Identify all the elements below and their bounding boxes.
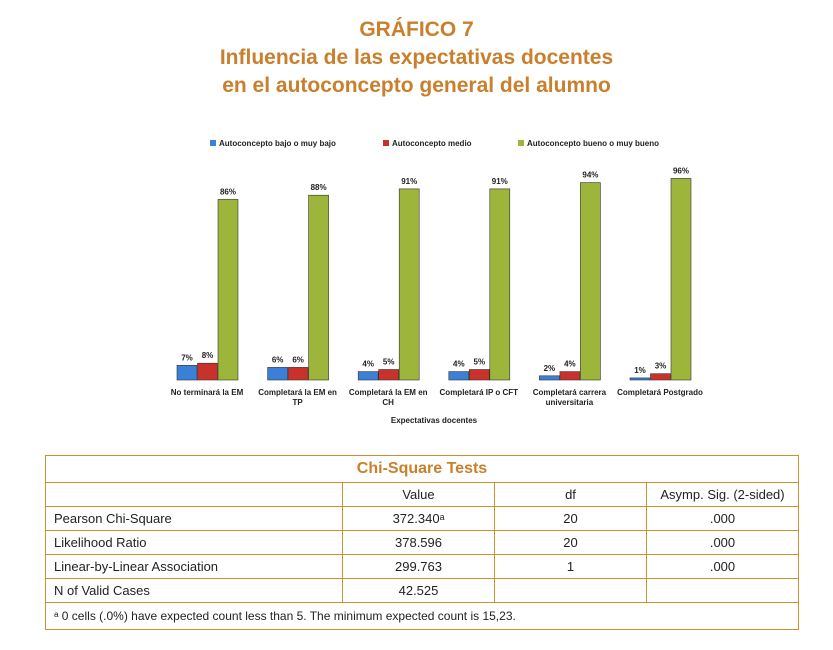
data-label: 7% bbox=[181, 353, 193, 362]
bar bbox=[559, 371, 581, 381]
table-title: Chi-Square Tests bbox=[45, 455, 799, 483]
x-tick-label: No terminará la EM bbox=[170, 388, 244, 397]
x-tick-label: Completará IP o CFT bbox=[439, 388, 519, 397]
row-label: Likelihood Ratio bbox=[45, 530, 343, 555]
bar bbox=[468, 369, 490, 381]
chart-title: en el autoconcepto general del alumno bbox=[222, 74, 611, 97]
bar bbox=[176, 364, 198, 381]
data-label: 3% bbox=[655, 362, 667, 371]
footnote: ᵃ 0 cells (.0%) have expected count less… bbox=[45, 602, 799, 630]
bar bbox=[197, 362, 218, 381]
cell: 20 bbox=[494, 530, 647, 555]
cell: .000 bbox=[646, 554, 799, 579]
chart-label: GRÁFICO 7 bbox=[359, 18, 474, 41]
row-label: N of Valid Cases bbox=[45, 578, 343, 603]
data-label: 6% bbox=[272, 355, 284, 364]
data-label: 6% bbox=[292, 355, 304, 364]
x-axis-label: Expectativas docentes bbox=[391, 416, 478, 425]
bar bbox=[217, 199, 239, 381]
cell: .000 bbox=[646, 530, 799, 555]
cell: 20 bbox=[494, 506, 647, 531]
data-label: 88% bbox=[311, 183, 327, 192]
data-label: 94% bbox=[582, 171, 598, 180]
row-label: Linear-by-Linear Association bbox=[45, 554, 343, 579]
bar bbox=[287, 367, 309, 381]
bar bbox=[580, 182, 601, 381]
data-label: 2% bbox=[544, 364, 556, 373]
legend-label: Autoconcepto bajo o muy bajo bbox=[219, 139, 336, 148]
cell: .000 bbox=[646, 506, 799, 531]
chi-square-table: Chi-Square Tests Value df Asymp. Sig. (2… bbox=[45, 455, 799, 630]
bar bbox=[267, 367, 288, 381]
bar bbox=[398, 188, 420, 381]
bar bbox=[629, 377, 651, 381]
x-tick-label: Completará carrera universitaria bbox=[532, 388, 607, 407]
legend-swatch bbox=[210, 140, 216, 146]
x-tick-label: Completará la EM en TP bbox=[258, 388, 337, 407]
chart-title: Influencia de las expectativas docentes bbox=[219, 46, 614, 69]
bar bbox=[308, 194, 329, 381]
data-label: 1% bbox=[634, 366, 646, 375]
chart: Autoconcepto bajo o muy bajo Autoconcepto… bbox=[176, 139, 692, 425]
legend-label: Autoconcepto medio bbox=[392, 139, 472, 148]
cell: 42.525 bbox=[342, 578, 495, 603]
data-label: 5% bbox=[383, 358, 395, 367]
legend-label: Autoconcepto bueno o muy bueno bbox=[527, 139, 659, 148]
cell bbox=[646, 578, 799, 603]
data-label: 91% bbox=[492, 177, 508, 186]
bar bbox=[378, 369, 400, 381]
data-label: 5% bbox=[474, 358, 486, 367]
cell bbox=[45, 482, 343, 507]
data-label: 4% bbox=[362, 360, 374, 369]
data-label: 91% bbox=[401, 177, 417, 186]
x-tick-label: Completará la EM en CH bbox=[348, 388, 428, 407]
header-cell: Asymp. Sig. (2-sided) bbox=[646, 482, 799, 507]
header-cell: df bbox=[494, 482, 647, 507]
data-label: 4% bbox=[564, 360, 576, 369]
x-tick-label: Completará Postgrado bbox=[617, 388, 703, 397]
cell: 378.596 bbox=[342, 530, 495, 555]
legend-swatch bbox=[383, 140, 389, 146]
data-label: 86% bbox=[220, 187, 236, 196]
cell: 299.763 bbox=[342, 554, 495, 579]
header-cell: Value bbox=[342, 482, 495, 507]
data-label: 4% bbox=[453, 360, 465, 369]
bar bbox=[448, 371, 470, 381]
cell bbox=[494, 578, 647, 603]
cell: 1 bbox=[494, 554, 647, 579]
data-label: 96% bbox=[673, 166, 689, 175]
bar bbox=[539, 375, 560, 381]
bar bbox=[670, 178, 692, 381]
bar bbox=[357, 371, 379, 381]
bar bbox=[650, 373, 671, 381]
legend-swatch bbox=[518, 140, 524, 146]
bar bbox=[489, 188, 511, 381]
cell: 372.340ᵃ bbox=[342, 506, 495, 531]
row-label: Pearson Chi-Square bbox=[45, 506, 343, 531]
data-label: 8% bbox=[202, 351, 214, 360]
